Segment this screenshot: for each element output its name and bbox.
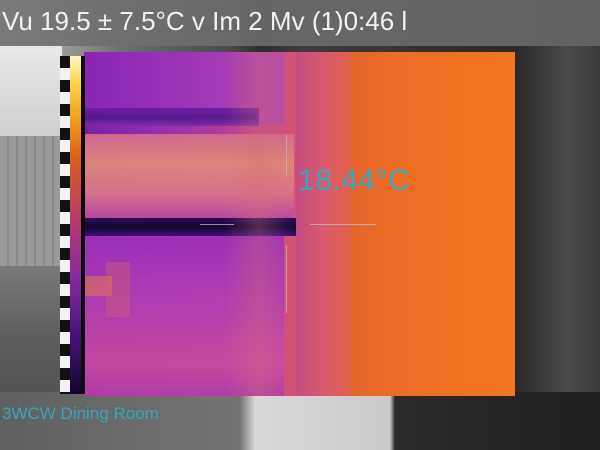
thermal-glass-bottom xyxy=(84,236,284,396)
thermal-transom-band xyxy=(84,134,294,218)
status-header-bar: Vu 19.5 ± 7.5°C v Im 2 Mv (1)0:46 l xyxy=(0,0,600,46)
scale-ruler xyxy=(60,56,70,394)
status-text: Vu 19.5 ± 7.5°C v Im 2 Mv (1)0:46 l xyxy=(2,6,408,36)
spot-temperature-readout: 18.44°C xyxy=(298,164,411,197)
camera-fence xyxy=(0,136,62,266)
thermal-glint xyxy=(84,276,112,296)
thermal-cold-seal-line xyxy=(84,218,296,236)
camera-window-sill xyxy=(0,392,600,450)
thermal-cold-edge-top xyxy=(84,108,259,126)
crosshair-icon xyxy=(286,135,287,175)
camera-sky xyxy=(0,46,62,136)
thermal-post xyxy=(224,52,294,396)
location-caption: 3WCW Dining Room xyxy=(2,404,159,423)
camera-wall-right xyxy=(515,46,600,392)
crosshair-horizontal-left xyxy=(200,224,234,225)
scale-edge xyxy=(81,56,85,394)
thermal-overlay xyxy=(84,52,515,396)
temperature-scale-icon xyxy=(70,56,81,394)
crosshair-horizontal-right xyxy=(310,224,376,225)
thermal-warm-spot xyxy=(106,262,130,317)
crosshair-vertical-lower xyxy=(286,245,287,313)
